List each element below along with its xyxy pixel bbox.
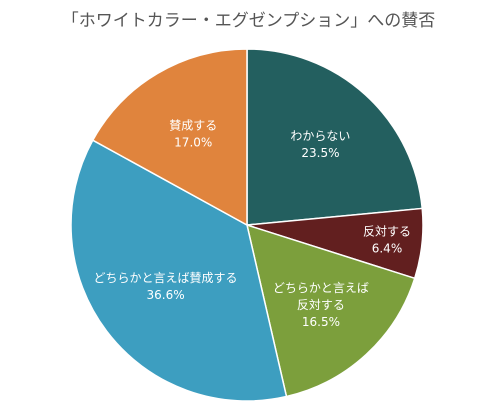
slice-label-0-0: わからない [290,129,350,143]
slice-label-1-0: 反対する [363,225,411,239]
pie-slice-3 [70,139,288,402]
pie-slice-4 [91,48,248,227]
slice-value-2: 16.5% [302,315,340,329]
slice-value-1: 6.4% [372,242,403,256]
slice-value-3: 36.6% [146,288,184,302]
slice-label-2-0: どちらかと言えば [273,281,369,295]
slice-value-0: 23.5% [301,146,339,160]
pie-slice-2 [245,223,416,398]
pie-slice-0 [246,48,424,226]
slice-label-4-0: 賛成する [169,119,217,133]
slice-label-2-1: 反対する [297,298,345,312]
chart-title: 「ホワイトカラー・エグゼンプション」への賛否 [61,11,436,31]
slice-value-4: 17.0% [174,136,212,150]
slice-label-3-0: どちらかと言えば賛成する [94,271,238,285]
